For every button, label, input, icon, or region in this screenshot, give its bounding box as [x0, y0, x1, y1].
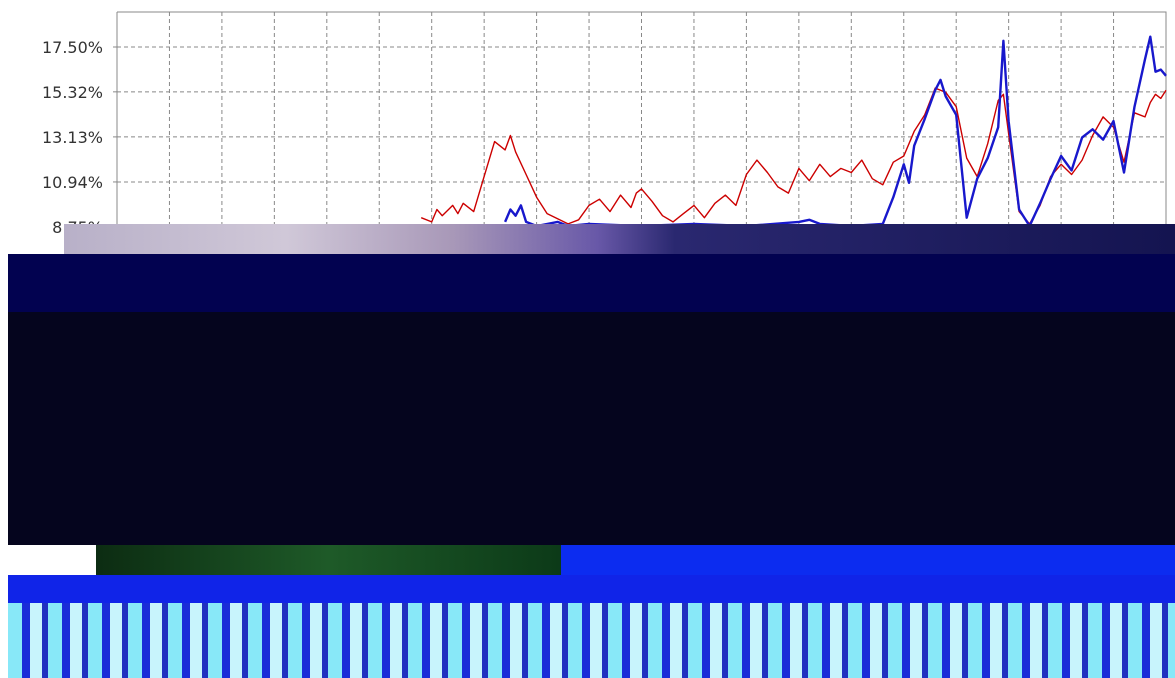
glitch-band-cyan: [8, 603, 1175, 678]
y-tick-label: 15.32%: [42, 83, 103, 102]
glitch-band-blue: [561, 545, 1175, 575]
series-line-blue: [503, 35, 1167, 228]
glitch-band-dark: [8, 312, 1175, 545]
plot-frame: [116, 11, 1167, 260]
chart-series: [420, 35, 1167, 228]
y-tick-label: 17.50%: [42, 38, 103, 57]
glitch-band-strip: [64, 224, 1175, 254]
glitch-band-green: [96, 545, 561, 575]
chart-grid: [116, 11, 1167, 260]
y-axis-ticks: 17.50%15.32%13.13%10.94%8.75%: [42, 38, 117, 237]
y-tick-label: 13.13%: [42, 128, 103, 147]
glitch-band-top: [8, 254, 1175, 312]
glitch-band-blue-wide: [8, 575, 1175, 603]
series-line-red: [420, 87, 1167, 225]
y-tick-label: 10.94%: [42, 173, 103, 192]
